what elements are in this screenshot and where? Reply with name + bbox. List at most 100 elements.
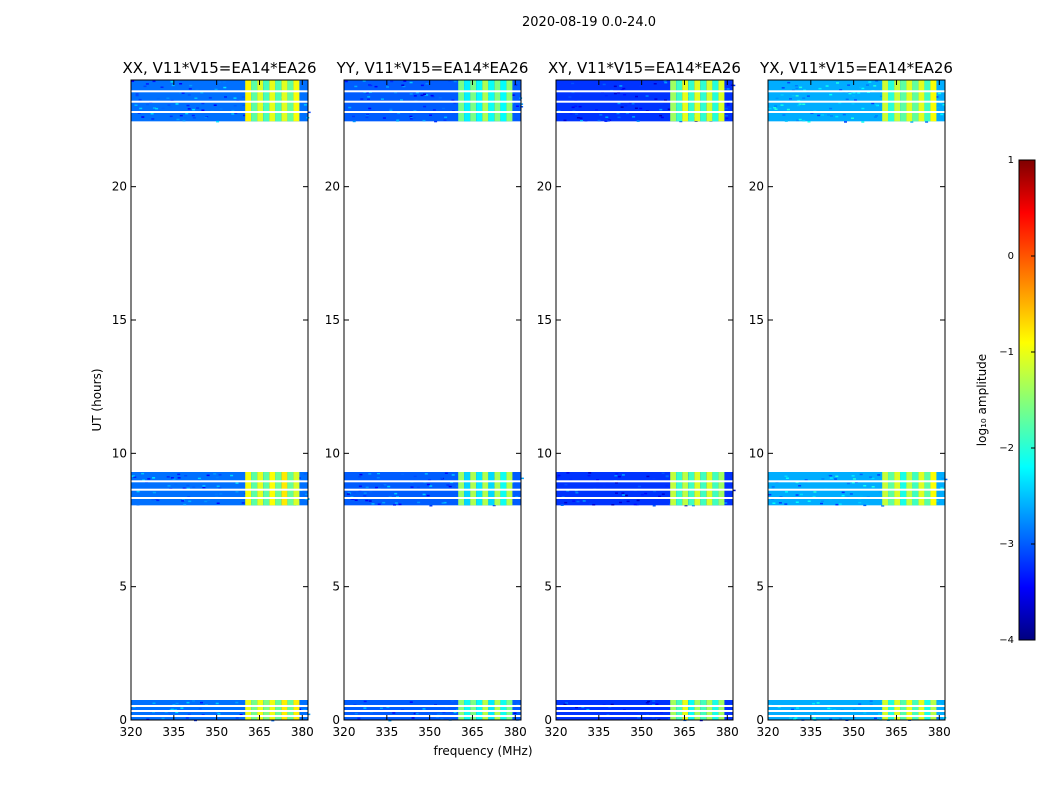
spectrum-cell [223,86,227,89]
spectrum-cell [795,481,799,484]
spectrum-cell [564,501,568,504]
spectrum-cell [411,717,415,719]
spectrum-cell [842,113,846,116]
y-tick-label: 5 [119,580,127,594]
spectrum-cell [363,495,367,497]
flag-gap [344,100,521,103]
spectrum-cell [569,478,573,481]
spectrum-cell [619,85,623,87]
spectrum-cell [645,110,649,112]
spectrum-cell [599,114,603,116]
band-stripe [912,80,919,122]
spectrum-cell [271,719,275,722]
band-stripe [476,80,483,122]
spectrum-cell [775,97,779,100]
spectrum-cell [425,82,429,85]
spectrum-cell [200,701,203,704]
panel-frame [130,79,309,721]
spectrum-cell [785,477,789,479]
band-stripe [682,80,689,122]
spectrum-cell [363,700,367,703]
spectrum-cell [816,702,820,704]
spectrum-cell [935,717,939,719]
spectrum-cell [563,119,567,122]
spectrum-cell [365,116,369,119]
spectrum-cell [592,504,596,506]
observation-block-1 [768,700,947,721]
spectrum-cell [446,484,450,486]
spectrum-cell [400,502,404,504]
spectrum-cell [431,95,435,98]
band-stripe [888,472,895,506]
spectrum-cell [218,487,222,489]
spectrum-cell [806,95,810,97]
spectrum-cell [779,496,783,498]
flag-gap [131,705,308,707]
spectrum-cell [789,119,793,121]
spectrum-cell [820,500,824,503]
spectrum-cell [376,477,380,479]
spectrum-cell [132,706,136,708]
spectrum-cell [631,103,635,105]
spectrum-cell [794,717,798,719]
band-stripe [676,80,683,122]
band-stripe [263,472,270,506]
spectrum-cell [368,500,372,502]
flag-gap [768,710,945,712]
spectrum-cell [861,87,865,90]
spectrum-cell [623,94,627,96]
spectrum-cell [725,117,729,120]
spectrum-cell [371,503,375,505]
spectrum-cell [369,491,373,493]
spectrum-cell [176,118,180,121]
spectrum-cell [194,97,198,99]
spectrum-cell [789,717,793,719]
spectrum-cell [644,492,648,495]
spectrum-cell [423,93,426,95]
spectrum-cell [511,94,515,96]
spectrum-cell [516,703,520,706]
spectrum-cell [791,95,795,97]
spectrum-cell [229,709,233,711]
spectrum-cell [304,498,308,500]
spectrum-cell [863,485,867,487]
spectrum-cell [235,717,239,719]
spectrum-cell [235,491,239,493]
spectrum-cell [838,503,842,505]
spectrum-cell [660,711,663,714]
spectrum-cell [388,496,392,498]
spectrum-cell [574,105,578,107]
panel-4: YX, V11*V15=EA14*EA26 320 335 350 365 380 0 5 10… [749,59,953,739]
spectrum-cell [621,492,625,494]
spectrum-cell [381,484,384,487]
spectrum-cell [861,107,865,110]
spectrum-cell [151,118,155,120]
spectrum-cell [299,704,303,706]
band-stripe [470,80,477,122]
spectrum-cell [298,708,302,711]
band-stripe [494,80,501,122]
spectrum-cell [565,702,568,704]
spectrum-cell [188,88,192,90]
spectrum-cell [442,711,446,713]
spectrum-cell [829,475,833,477]
y-tick-label: 5 [544,580,552,594]
spectrum-cell [192,108,196,111]
spectrum-cell [586,708,590,711]
spectrum-cell [448,80,452,82]
spectrum-cell [456,485,459,487]
spectrum-cell [781,87,785,89]
flag-gap [768,497,945,499]
spectrum-cell [192,700,195,702]
spectrum-cell [794,85,798,87]
spectrum-cell [804,479,808,481]
spectrum-cell [910,121,914,123]
spectrum-cell [571,82,575,85]
band-stripe [488,472,495,506]
spectrum-cell [150,113,154,115]
spectrum-cell [168,713,172,715]
band-stripe [930,80,937,122]
band-stripe [269,472,276,506]
spectrum-cell [413,475,417,478]
observation-block-3 [768,80,946,123]
